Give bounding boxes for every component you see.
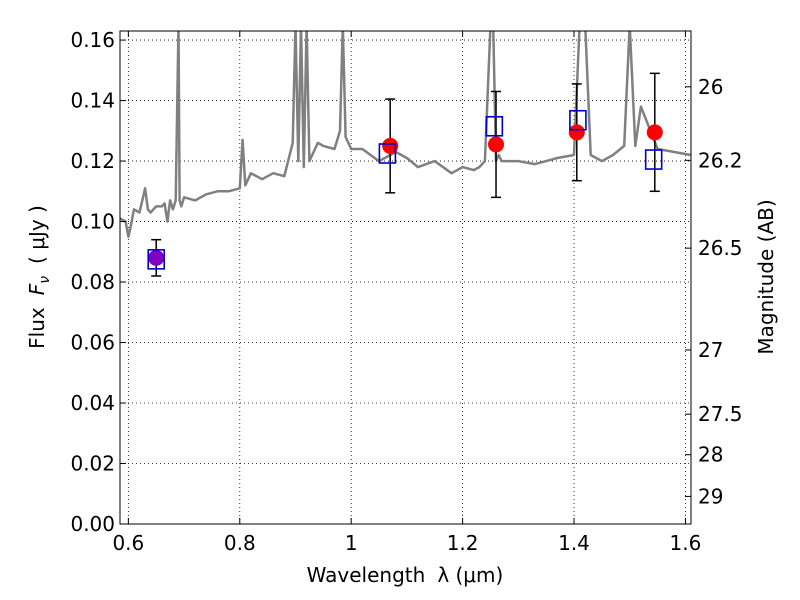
y-axis-label: FluxFν( μJy ) bbox=[25, 205, 53, 349]
observed-point bbox=[488, 136, 505, 153]
spectrum-line bbox=[120, 31, 691, 238]
observed-point bbox=[568, 124, 585, 141]
x-axis-label: Wavelength λ (μm) bbox=[307, 563, 504, 587]
x-tick-label: 1.2 bbox=[447, 531, 479, 555]
y-tick-label: 0.12 bbox=[70, 149, 115, 173]
model-point bbox=[485, 115, 504, 137]
y2-tick-label: 27.5 bbox=[698, 402, 743, 426]
y2-tick-label: 27 bbox=[698, 338, 723, 362]
y-tick-label: 0.00 bbox=[70, 512, 115, 536]
y2-tick-label: 26.5 bbox=[698, 236, 743, 260]
grid bbox=[120, 31, 691, 524]
photometry-points bbox=[147, 72, 663, 277]
y-tick-label: 0.14 bbox=[70, 89, 115, 113]
x-tick-label: 0.6 bbox=[112, 531, 144, 555]
x-tick-label: 1.4 bbox=[558, 531, 590, 555]
x-tick-label: 1 bbox=[345, 531, 358, 555]
model-point bbox=[147, 249, 166, 270]
y-tick-label: 0.08 bbox=[70, 270, 115, 294]
model-point bbox=[644, 149, 663, 170]
model-spectrum bbox=[120, 31, 691, 238]
x-tick-label: 0.8 bbox=[224, 531, 256, 555]
x-tick-label: 1.6 bbox=[670, 531, 702, 555]
model-point bbox=[569, 109, 587, 131]
y-tick-label: 0.16 bbox=[70, 28, 115, 52]
y2-axis-label: Magnitude (AB) bbox=[754, 199, 778, 354]
y2-tick-label: 28 bbox=[698, 443, 723, 467]
y-tick-label: 0.04 bbox=[70, 391, 115, 415]
y2-tick-label: 29 bbox=[698, 484, 723, 508]
observed-point bbox=[148, 249, 165, 266]
y-tick-label: 0.02 bbox=[70, 452, 115, 476]
axis-ticks: 0.6 0.8 1 1.2 1.4 1.6 0.00 0.02 0.04 0.06 0.08 0.10… bbox=[70, 28, 742, 555]
plot-frame bbox=[119, 30, 692, 525]
y2-tick-label: 26.2 bbox=[698, 148, 743, 172]
y2-tick-label: 26 bbox=[698, 75, 723, 99]
y-tick-label: 0.10 bbox=[70, 210, 115, 234]
observed-point bbox=[646, 124, 663, 141]
y-tick-label: 0.06 bbox=[70, 331, 115, 355]
model-point bbox=[378, 143, 397, 164]
observed-point bbox=[382, 137, 399, 154]
